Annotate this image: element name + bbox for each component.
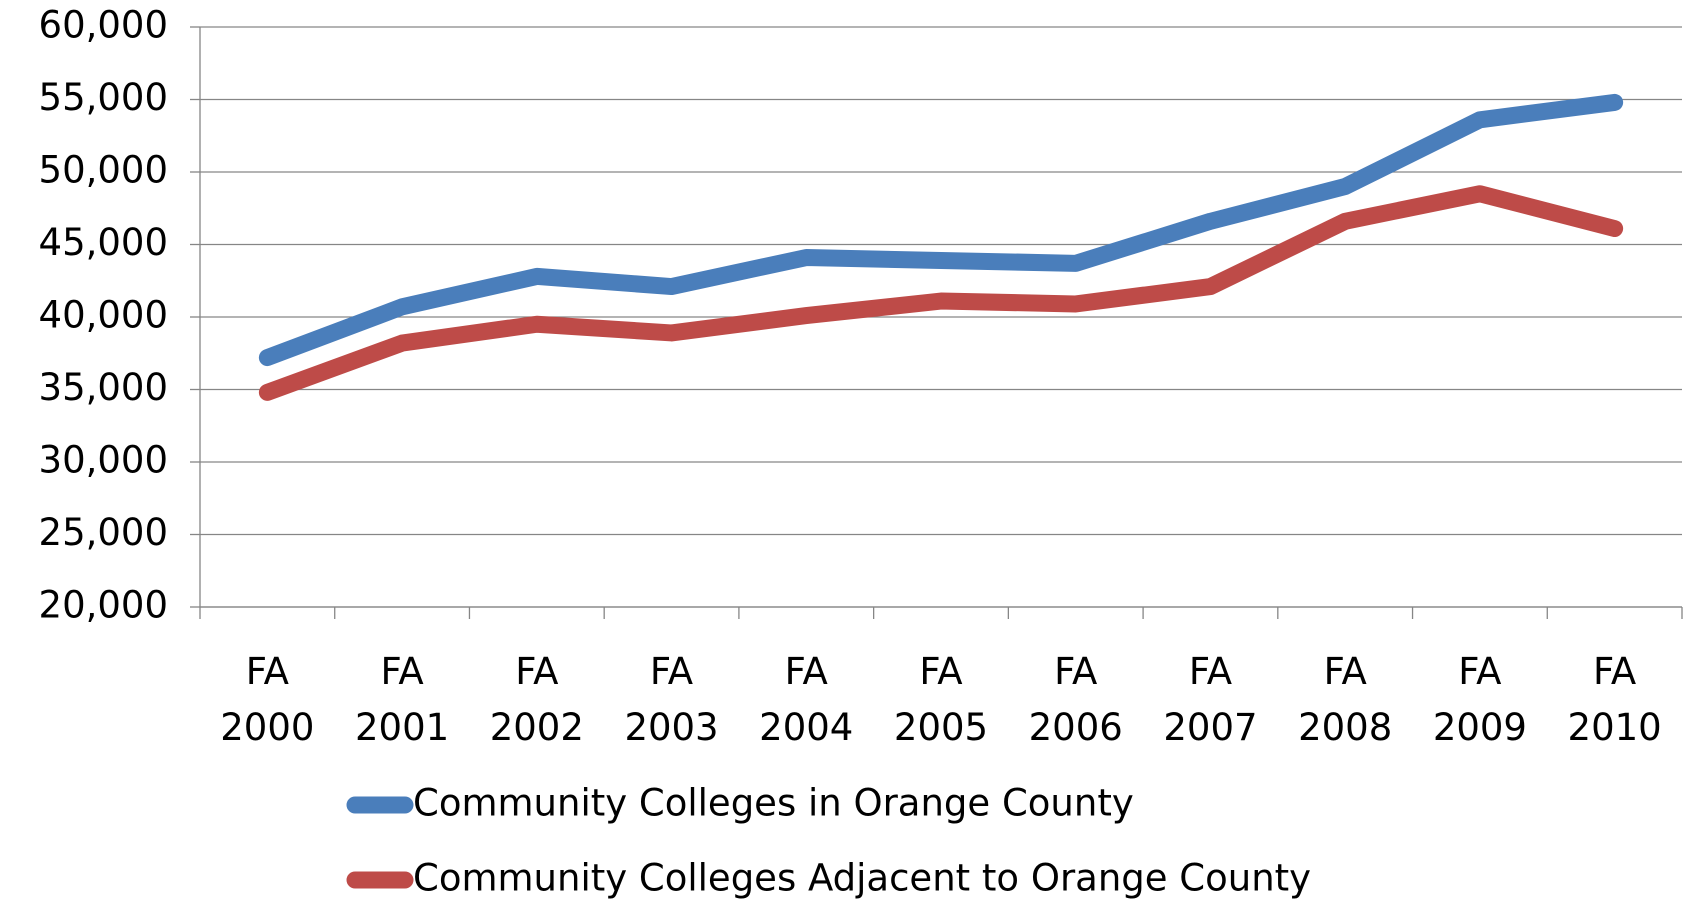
legend-label: Community Colleges in Orange County xyxy=(413,782,1134,825)
y-tick-label: 35,000 xyxy=(39,366,168,409)
x-tick-label: FA 2004 xyxy=(759,650,854,749)
legend-label: Community Colleges Adjacent to Orange Co… xyxy=(413,857,1311,900)
x-tick-label: FA 2005 xyxy=(893,650,989,749)
x-tick-label: FA 2007 xyxy=(1163,650,1258,749)
y-tick-label: 25,000 xyxy=(39,511,168,554)
y-tick-label: 55,000 xyxy=(39,76,168,119)
y-tick-label: 60,000 xyxy=(39,4,168,47)
y-tick-label: 50,000 xyxy=(39,149,168,192)
y-tick-label: 45,000 xyxy=(39,221,168,264)
x-tick-label: FA 2006 xyxy=(1028,650,1123,749)
series-line xyxy=(258,93,1624,367)
x-tick-label: FA 2010 xyxy=(1567,650,1662,749)
x-tick-label: FA 2009 xyxy=(1432,650,1527,749)
x-tick-label: FA 2000 xyxy=(220,650,315,749)
x-tick-label: FA 2002 xyxy=(489,650,584,749)
x-tick-label: FA 2001 xyxy=(354,650,450,749)
y-tick-label: 30,000 xyxy=(39,439,168,482)
series-line xyxy=(258,185,1624,401)
x-tick-label: FA 2003 xyxy=(624,650,719,749)
y-tick-label: 20,000 xyxy=(39,584,168,627)
y-tick-label: 40,000 xyxy=(39,294,168,337)
x-tick-label: FA 2008 xyxy=(1298,650,1393,749)
